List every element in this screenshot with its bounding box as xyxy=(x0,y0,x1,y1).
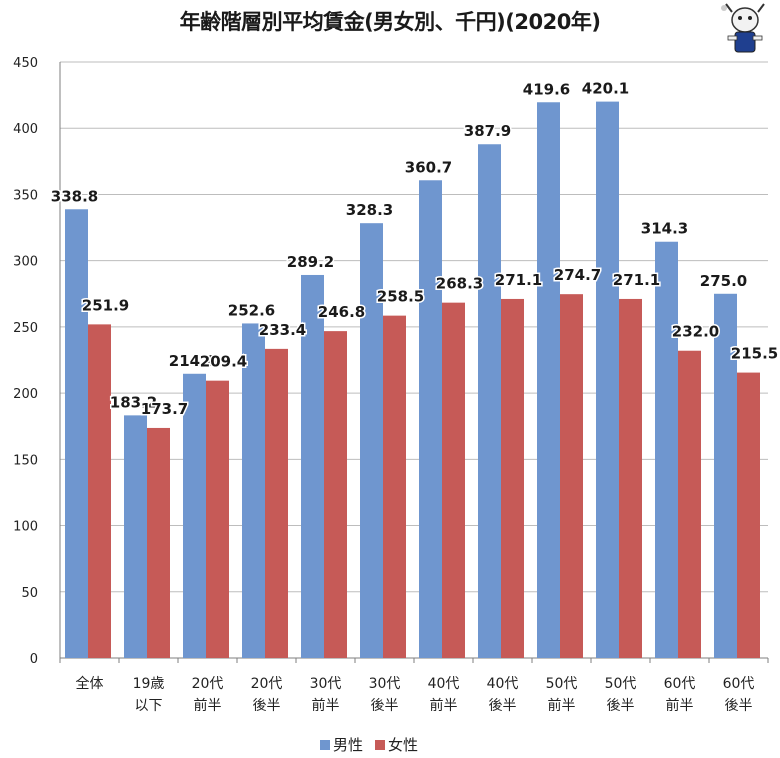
data-label-male: 289.2 xyxy=(287,253,334,271)
bar-female xyxy=(619,298,642,658)
data-label-female: 251.9 xyxy=(82,296,129,314)
bar-female xyxy=(442,302,465,658)
y-tick-label: 200 xyxy=(13,387,38,402)
x-tick-label: 前半 xyxy=(312,697,340,714)
x-tick-label: 19歳 xyxy=(133,676,165,692)
data-label-female: 209.4 xyxy=(200,353,247,371)
legend-swatch-male xyxy=(320,739,330,750)
bar-male xyxy=(596,101,619,658)
legend-item-male: 男性 xyxy=(320,734,363,755)
x-tick-label: 前半 xyxy=(666,697,694,714)
x-tick-label: 前半 xyxy=(548,697,576,714)
x-tick-label: 後半 xyxy=(489,698,517,714)
data-label-male: 214.6 xyxy=(169,352,216,370)
data-label-female: 233.4 xyxy=(259,321,306,339)
x-tick-label: 30代 xyxy=(310,676,342,692)
bar-male xyxy=(360,223,383,659)
y-tick-label: 450 xyxy=(13,56,38,71)
x-tick-label: 後半 xyxy=(725,698,753,714)
legend: 男性 女性 xyxy=(320,734,426,755)
y-tick-label: 100 xyxy=(13,520,38,535)
legend-swatch-female xyxy=(375,739,386,750)
bar-male xyxy=(655,241,678,658)
data-label-female: 173.7 xyxy=(141,400,188,418)
x-tick-label: 20代 xyxy=(251,676,283,692)
x-tick-label: 60代 xyxy=(664,676,696,692)
y-tick-label: 150 xyxy=(13,453,38,468)
y-tick-label: 0 xyxy=(30,652,38,667)
bar-male xyxy=(714,293,737,658)
legend-label-female: 女性 xyxy=(388,736,419,754)
bar-male xyxy=(242,323,265,658)
bar-female xyxy=(147,427,170,658)
bar-female xyxy=(678,350,701,658)
bar-female xyxy=(560,294,583,658)
data-label-male: 338.8 xyxy=(51,187,98,205)
bar-male xyxy=(419,180,442,658)
bar-female xyxy=(737,372,760,658)
data-label-female: 215.5 xyxy=(731,345,778,363)
data-label-male: 314.3 xyxy=(641,220,688,238)
y-tick-label: 50 xyxy=(21,586,38,601)
data-label-female: 274.7 xyxy=(554,266,601,284)
chart-title: 年齢階層別平均賃金(男女別、千円)(2020年) xyxy=(179,10,601,34)
data-label-male: 252.6 xyxy=(228,301,275,319)
x-tick-label: 前半 xyxy=(430,697,458,714)
x-tick-label: 以下 xyxy=(135,698,163,714)
x-tick-label: 40代 xyxy=(428,676,460,692)
x-tick-label: 40代 xyxy=(487,676,519,692)
data-label-female: 271.1 xyxy=(613,271,660,289)
data-label-male: 275.0 xyxy=(700,272,747,290)
y-tick-label: 300 xyxy=(13,255,38,270)
data-label-female: 246.8 xyxy=(318,303,365,321)
x-tick-label: 後半 xyxy=(607,698,635,714)
x-tick-label: 60代 xyxy=(723,676,755,692)
data-label-male: 328.3 xyxy=(346,201,393,219)
data-label-male: 420.1 xyxy=(582,80,629,98)
bar-male xyxy=(65,209,88,658)
data-label-female: 271.1 xyxy=(495,271,542,289)
x-tick-label: 全体 xyxy=(76,675,104,692)
bar-female xyxy=(383,315,406,658)
mascot-character-icon xyxy=(721,3,765,53)
x-tick-label: 50代 xyxy=(546,676,578,692)
x-tick-label: 50代 xyxy=(605,676,637,692)
x-tick-label: 前半 xyxy=(194,697,222,714)
data-label-male: 419.6 xyxy=(523,80,570,98)
data-label-female: 268.3 xyxy=(436,275,483,293)
bar-female xyxy=(265,348,288,658)
bar-male xyxy=(183,373,206,658)
bar-male xyxy=(537,102,560,658)
x-tick-label: 後半 xyxy=(253,698,281,714)
data-label-female: 258.5 xyxy=(377,288,424,306)
legend-label-male: 男性 xyxy=(333,736,364,754)
bar-female xyxy=(324,331,347,658)
x-tick-label: 20代 xyxy=(192,676,224,692)
bar-male xyxy=(124,415,147,658)
data-label-female: 232.0 xyxy=(672,323,719,341)
bar-female xyxy=(88,324,111,658)
y-tick-label: 350 xyxy=(13,188,38,203)
bar-female xyxy=(501,298,524,658)
legend-item-female: 女性 xyxy=(375,734,418,755)
bar-male xyxy=(478,144,501,659)
data-label-male: 183.2 xyxy=(110,393,157,411)
x-tick-label: 後半 xyxy=(371,698,399,714)
x-tick-label: 30代 xyxy=(369,676,401,692)
bar-female xyxy=(206,380,229,658)
data-label-male: 360.7 xyxy=(405,158,452,176)
bar-male xyxy=(301,274,324,658)
y-tick-label: 250 xyxy=(13,321,38,336)
data-label-male: 387.9 xyxy=(464,122,511,140)
y-tick-label: 400 xyxy=(13,122,38,137)
